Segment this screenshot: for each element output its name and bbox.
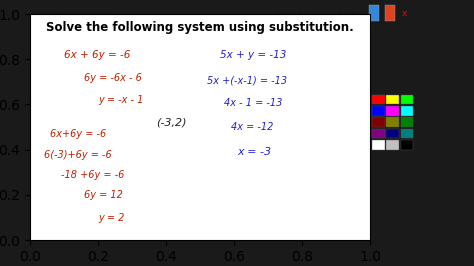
Text: Best Fit: Best Fit [338, 12, 358, 17]
Bar [373, 140, 385, 149]
Bar [373, 95, 385, 104]
Bar [373, 106, 385, 116]
Bar [386, 106, 399, 116]
Text: 5x + y = -13: 5x + y = -13 [220, 50, 287, 60]
Bar [401, 106, 413, 116]
Bar [401, 117, 413, 127]
Bar [401, 129, 413, 138]
Text: Slides for Systems of * III: Slides for Systems of * III [38, 12, 107, 17]
Bar [373, 129, 385, 138]
Bar [386, 117, 399, 127]
Bar [386, 129, 399, 138]
Text: 6y = -6x - 6: 6y = -6x - 6 [84, 73, 142, 83]
Bar [386, 140, 399, 149]
Text: -18 +6y = -6: -18 +6y = -6 [61, 170, 124, 180]
Text: 4x - 1 = -13: 4x - 1 = -13 [224, 98, 282, 108]
FancyBboxPatch shape [369, 5, 379, 21]
Text: 6y = 12: 6y = 12 [84, 190, 123, 200]
Text: Page 3 of 5: Page 3 of 5 [276, 12, 307, 17]
Text: 5x +(-x-1) = -13: 5x +(-x-1) = -13 [207, 75, 287, 85]
Text: 6(-3)+6y = -6: 6(-3)+6y = -6 [44, 149, 111, 160]
Text: y = 2: y = 2 [98, 213, 124, 223]
Text: X: X [401, 11, 407, 17]
Text: (-3,2): (-3,2) [156, 118, 186, 128]
Text: 4x = -12: 4x = -12 [230, 122, 273, 132]
Text: Solve the following system using substitution.: Solve the following system using substit… [46, 21, 354, 34]
Text: y = -x - 1: y = -x - 1 [98, 95, 143, 105]
Text: 6x+6y = -6: 6x+6y = -6 [50, 129, 107, 139]
Text: x = -3: x = -3 [237, 147, 272, 157]
Text: 6x + 6y = -6: 6x + 6y = -6 [64, 50, 130, 60]
Bar [401, 140, 413, 149]
Bar [386, 95, 399, 104]
Bar [373, 117, 385, 127]
FancyBboxPatch shape [385, 5, 395, 21]
Bar [401, 95, 413, 104]
